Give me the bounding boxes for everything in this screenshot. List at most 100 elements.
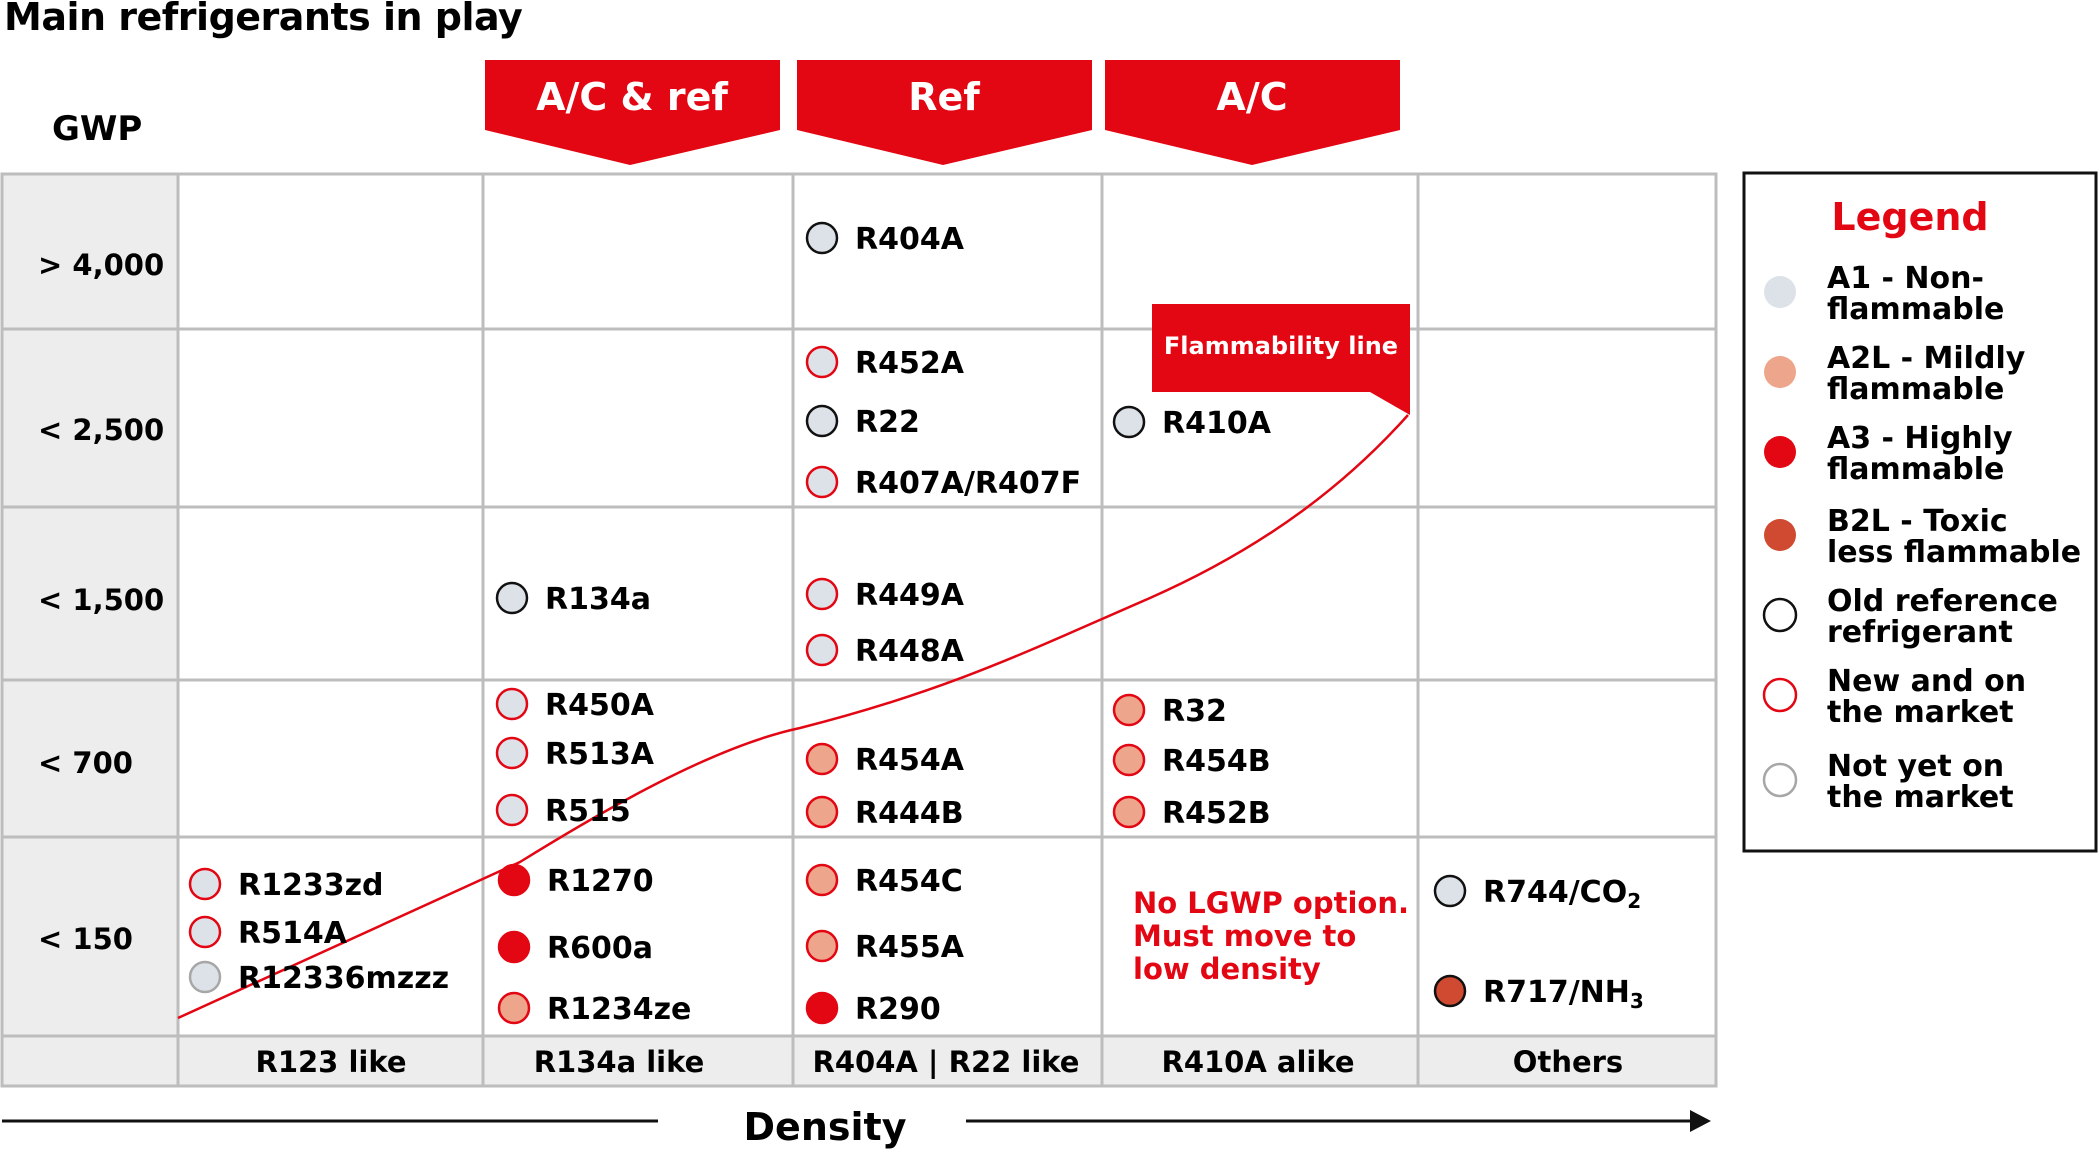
legend-item-label: the market <box>1827 780 2014 815</box>
refrigerant-markers: R404A R452A R22 R407A/R407F R410A R134a R449A R… <box>188 221 1644 1027</box>
density-column-label: R404A | R22 like <box>813 1045 1080 1079</box>
refrigerant-marker <box>188 915 222 949</box>
refrigerant-r454b: R454B <box>1112 743 1271 779</box>
refrigerant-marker <box>1112 693 1146 727</box>
refrigerant-r515: R515 <box>495 793 631 829</box>
refrigerant-label: R600a <box>547 931 653 966</box>
flammability-line <box>177 414 1409 1020</box>
gwp-axis-label: GWP <box>52 109 142 149</box>
refrigerant-r717-nh: R717/NH3 <box>1433 974 1644 1013</box>
refrigerant-marker <box>495 793 529 827</box>
no-lgwp-note-line: low density <box>1133 952 1321 986</box>
refrigerant-marker <box>805 633 839 667</box>
refrigerant-label: R452A <box>855 346 965 381</box>
legend-box <box>1742 171 2098 853</box>
legend-item-label: less flammable <box>1827 535 2081 570</box>
gwp-row-label: < 2,500 <box>38 413 164 447</box>
refrigerant-label: R404A <box>855 222 965 257</box>
category-header-label: A/C <box>1216 75 1287 119</box>
refrigerant-marker <box>1112 405 1146 439</box>
refrigerant-label: R444B <box>855 796 964 831</box>
refrigerant-label: R717/NH3 <box>1483 975 1644 1013</box>
refrigerant-r450a: R450A <box>495 687 655 723</box>
legend-item-label: A3 - Highly <box>1827 421 2013 456</box>
refrigerant-label: R449A <box>855 578 965 613</box>
refrigerant-r1234ze: R1234ze <box>497 991 691 1027</box>
legend-swatch <box>1762 677 1798 713</box>
gwp-row-label: > 4,000 <box>38 248 164 282</box>
refrigerant-label: R32 <box>1162 694 1227 729</box>
refrigerant-marker <box>497 930 531 964</box>
refrigerant-label: R1233zd <box>238 868 384 903</box>
refrigerant-label: R455A <box>855 930 965 965</box>
refrigerant-r744-co: R744/CO2 <box>1433 874 1641 913</box>
refrigerant-label: R513A <box>545 737 655 772</box>
legend-swatch <box>1764 276 1796 308</box>
flammability-line-callout: Flammability line <box>1152 304 1410 415</box>
flammability-line-label: Flammability line <box>1164 332 1398 360</box>
legend-item-label: New and on <box>1827 664 2026 699</box>
refrigerant-r290: R290 <box>805 991 941 1027</box>
density-column-header-row <box>2 1036 1716 1086</box>
refrigerant-r600a: R600a <box>497 930 653 966</box>
density-column-label: Others <box>1513 1045 1623 1079</box>
refrigerant-label: R1234ze <box>547 992 691 1027</box>
gwp-row-label: < 1,500 <box>38 583 164 617</box>
refrigerant-label: R448A <box>855 634 965 669</box>
refrigerant-label: R454A <box>855 743 965 778</box>
density-column-label: R134a like <box>534 1045 705 1079</box>
refrigerant-label: R12336mzzz <box>238 961 449 996</box>
arrow-right-icon <box>1690 1110 1711 1132</box>
gwp-row-label: < 700 <box>38 746 133 780</box>
refrigerant-r404a: R404A <box>805 221 965 257</box>
legend-swatch <box>1762 762 1798 798</box>
refrigerant-marker <box>805 991 839 1025</box>
density-column-label: R123 like <box>255 1045 406 1079</box>
no-lgwp-note-line: Must move to <box>1133 919 1356 953</box>
refrigerant-r448a: R448A <box>805 633 965 669</box>
refrigerant-r410a: R410A <box>1112 405 1272 441</box>
refrigerant-marker <box>805 465 839 499</box>
refrigerant-marker <box>188 960 222 994</box>
refrigerant-label: R515 <box>545 794 631 829</box>
refrigerant-label: R514A <box>238 916 348 951</box>
density-column-label: R410A alike <box>1161 1045 1354 1079</box>
refrigerant-r513a: R513A <box>495 736 655 772</box>
refrigerant-marker <box>805 742 839 776</box>
legend-swatch <box>1764 356 1796 388</box>
refrigerant-marker <box>1433 974 1467 1008</box>
refrigerant-r452a: R452A <box>805 345 965 381</box>
density-axis: Density <box>2 1105 1711 1149</box>
legend-title: Legend <box>1831 195 1988 239</box>
legend-item-label: Not yet on <box>1827 749 2004 784</box>
legend-item-label: flammable <box>1827 452 2004 487</box>
category-header-ac: A/C <box>1105 60 1400 165</box>
refrigerant-r452b: R452B <box>1112 795 1271 831</box>
refrigerant-r454a: R454A <box>805 742 965 778</box>
refrigerant-r407a-r407f: R407A/R407F <box>805 465 1081 501</box>
refrigerant-marker <box>1112 795 1146 829</box>
refrigerant-marker <box>495 736 529 770</box>
no-lgwp-note-line: No LGWP option. <box>1133 886 1409 920</box>
refrigerant-label: R22 <box>855 405 920 440</box>
legend-swatch <box>1764 436 1796 468</box>
refrigerant-marker <box>805 404 839 438</box>
refrigerant-label: R454C <box>855 864 963 899</box>
refrigerant-label: R744/CO2 <box>1483 875 1641 913</box>
gwp-row-header-column <box>2 174 178 1084</box>
refrigerant-label: R410A <box>1162 406 1272 441</box>
refrigerant-r32: R32 <box>1112 693 1227 729</box>
refrigerant-marker <box>805 929 839 963</box>
diagram-title: Main refrigerants in play <box>4 0 523 39</box>
legend-swatch <box>1764 519 1796 551</box>
refrigerant-r449a: R449A <box>805 577 965 613</box>
refrigerant-marker <box>497 991 531 1025</box>
refrigerant-marker <box>805 863 839 897</box>
legend-item-label: flammable <box>1827 292 2004 327</box>
legend-item-label: flammable <box>1827 372 2004 407</box>
